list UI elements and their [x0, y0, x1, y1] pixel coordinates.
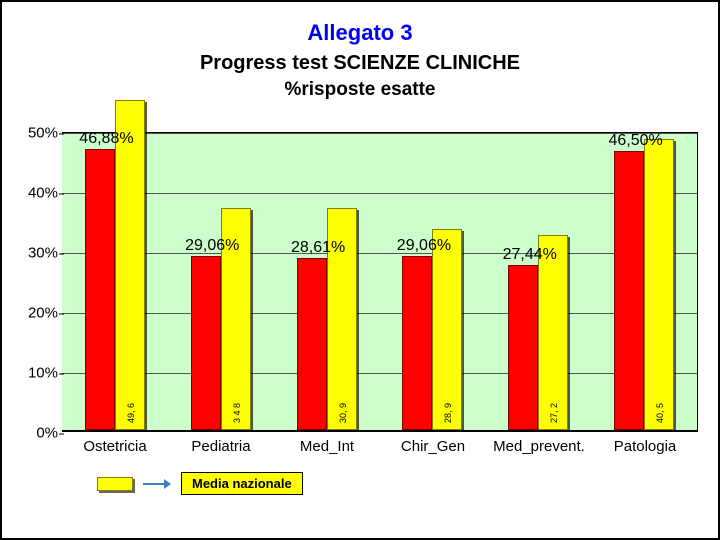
bar-value-label: 46,88% [79, 130, 133, 148]
category: 27, 2 27,44% [485, 133, 591, 430]
bar-series1 [85, 149, 115, 430]
bar-value-label: 29,06% [397, 237, 451, 255]
x-tick-label: Med_Int [300, 438, 354, 455]
plot-outer: 0%10%20%30%40%50%49, 646,88%3 4 829,06%3… [62, 132, 698, 432]
y-tick-label: 40% [14, 185, 58, 202]
y-tick-label: 30% [14, 245, 58, 262]
bar-value-label: 29,06% [185, 237, 239, 255]
y-tick-label: 50% [14, 125, 58, 142]
x-tick-label: Ostetricia [83, 438, 146, 455]
category: 30, 9 28,61% [274, 133, 380, 430]
y-tick-label: 20% [14, 305, 58, 322]
bar-series2: 40, 5 [644, 139, 674, 430]
plot-area: 0%10%20%30%40%50%49, 646,88%3 4 829,06%3… [62, 132, 698, 432]
y-tick-label: 0% [14, 425, 58, 442]
in-bar-label: 40, 5 [655, 403, 665, 423]
chart-header: Allegato 3 Progress test SCIENZE CLINICH… [2, 2, 718, 107]
bar-series2: 28, 9 [432, 229, 462, 430]
x-tick-label: Chir_Gen [401, 438, 465, 455]
legend: Media nazionale [97, 472, 303, 495]
category: 40, 5 46,50% [591, 133, 697, 430]
category: 49, 6 46,88% [62, 133, 168, 430]
category: 3 4 8 29,06% [168, 133, 274, 430]
y-tick-label: 10% [14, 365, 58, 382]
x-axis-labels: Ostetricia Pediatria Med_Int Chir_Gen Med_pr… [62, 438, 698, 460]
category: 28, 9 29,06% [380, 133, 486, 430]
chart-subtitle: %risposte esatte [12, 79, 708, 101]
bar-value-label: 46,50% [608, 132, 662, 150]
bar-series1 [191, 256, 221, 430]
x-tick-label: Pediatria [191, 438, 250, 455]
x-tick-label: Med_prevent. [493, 438, 585, 455]
chart-frame: Allegato 3 Progress test SCIENZE CLINICH… [0, 0, 720, 540]
in-bar-label: 27, 2 [549, 403, 559, 423]
legend-label: Media nazionale [181, 472, 303, 495]
in-bar-label: 3 4 8 [232, 403, 242, 423]
x-tick-label: Patologia [614, 438, 677, 455]
bar-series1 [402, 256, 432, 430]
chart-title: Progress test SCIENZE CLINICHE [12, 52, 708, 75]
bar-series1 [614, 151, 644, 430]
arrow-icon [143, 479, 171, 489]
in-bar-label: 49, 6 [126, 403, 136, 423]
bar-value-label: 28,61% [291, 239, 345, 257]
in-bar-label: 30, 9 [338, 403, 348, 423]
bar-series1 [297, 258, 327, 430]
chart-supertitle: Allegato 3 [12, 20, 708, 46]
bar-series2: 49, 6 [115, 100, 145, 430]
legend-swatch-yellow [97, 477, 133, 491]
bar-value-label: 27,44% [503, 246, 557, 264]
in-bar-label: 28, 9 [443, 403, 453, 423]
bar-series1 [508, 265, 538, 430]
